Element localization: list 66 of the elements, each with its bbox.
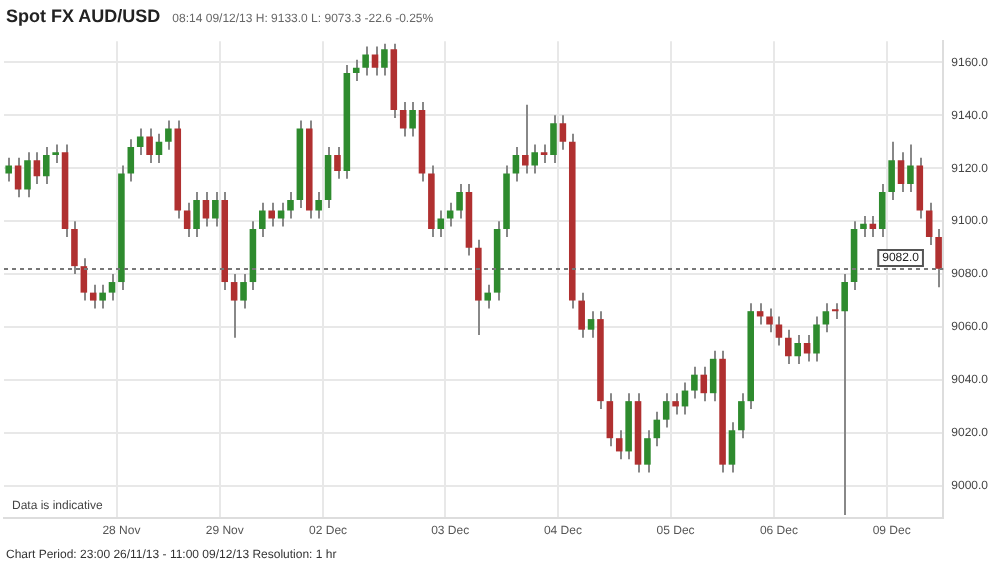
candlestick: [202, 191, 210, 228]
candlestick: [897, 151, 905, 194]
candlestick: [193, 191, 200, 239]
candlestick: [136, 127, 144, 157]
candlestick: [240, 273, 247, 310]
candlestick: [5, 156, 12, 183]
candlestick: [371, 45, 379, 77]
candlestick: [362, 45, 369, 77]
candlestick: [437, 209, 445, 239]
candlestick: [89, 283, 97, 310]
candlestick: [766, 307, 773, 334]
candlestick: [662, 392, 670, 429]
candlestick: [672, 392, 679, 416]
candlestick: [822, 302, 830, 334]
candlestick: [512, 146, 520, 183]
candlestick: [446, 201, 454, 228]
candlestick: [99, 283, 106, 310]
candlestick: [484, 283, 492, 310]
candlestick: [860, 214, 867, 239]
candlestick: [615, 429, 623, 461]
candlestick: [399, 101, 407, 138]
candlestick: [522, 103, 529, 175]
candlestick: [691, 365, 698, 400]
candlestick: [907, 143, 914, 194]
candlestick: [878, 183, 886, 239]
candlestick: [578, 291, 585, 339]
candlestick: [888, 140, 895, 201]
candlestick: [381, 42, 388, 77]
candlestick: [146, 127, 153, 164]
candlestick: [155, 132, 163, 164]
candlestick: [606, 392, 614, 448]
candlestick: [813, 315, 820, 363]
candlestick: [540, 143, 548, 164]
candlestick: [259, 201, 266, 239]
candlestick: [165, 119, 172, 151]
candlestick: [33, 151, 41, 186]
candlestick: [324, 146, 332, 209]
candlestick: [409, 101, 416, 138]
candlestick: [700, 365, 708, 403]
candlestick: [709, 349, 717, 403]
candlestick: [352, 58, 360, 82]
candlestick: [559, 114, 567, 151]
candlestick: [728, 421, 736, 474]
candlestick: [268, 201, 275, 228]
chart-title: Spot FX AUD/USD: [6, 6, 161, 26]
candlestick: [42, 146, 50, 186]
candlestick: [52, 143, 59, 164]
candlestick: [80, 257, 88, 302]
candlestick: [212, 191, 219, 228]
candlestick: [587, 310, 595, 339]
candlestick: [315, 191, 322, 220]
candlestick: [916, 156, 924, 220]
candlestick: [803, 333, 811, 363]
candlestick: [775, 315, 783, 347]
candlestick: [841, 273, 848, 516]
candlestick: [230, 273, 238, 339]
candlestick: [785, 328, 792, 366]
candlestick: [287, 191, 294, 220]
candlestick: [24, 151, 31, 199]
candlestick: [127, 138, 135, 183]
candlestick: [456, 183, 463, 220]
candlestick: [644, 429, 651, 474]
candlestick: [334, 146, 341, 180]
candlestick: [550, 114, 557, 164]
candlestick: [794, 333, 801, 366]
candlestick: [108, 273, 116, 302]
